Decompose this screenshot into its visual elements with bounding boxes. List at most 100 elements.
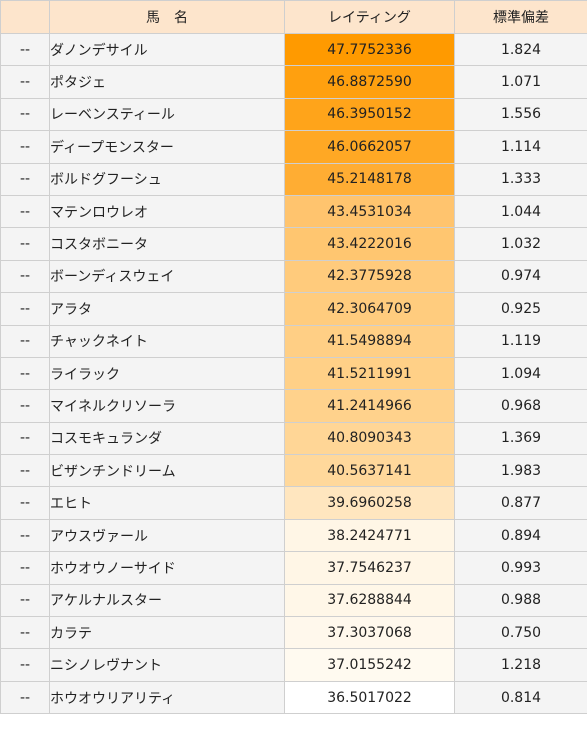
mark-cell: -- — [0, 32, 50, 67]
rating-cell: 43.4531034 — [284, 194, 455, 229]
mark-cell: -- — [0, 227, 50, 261]
mark-cell: -- — [0, 130, 50, 164]
mark-cell: -- — [0, 680, 50, 715]
rating-cell: 40.8090343 — [284, 421, 455, 456]
standard-deviation-cell: 0.814 — [454, 680, 587, 715]
mark-cell: -- — [0, 583, 50, 618]
mark-cell: -- — [0, 454, 50, 488]
mark-cell: -- — [0, 324, 50, 358]
horse-name-cell[interactable]: エヒト — [49, 486, 285, 520]
horse-name-cell[interactable]: ボーンディスウェイ — [49, 259, 285, 294]
standard-deviation-cell: 1.983 — [454, 454, 587, 488]
horse-name-cell[interactable]: アウスヴァール — [49, 518, 285, 553]
horse-name-cell[interactable]: ホウオウリアリティ — [49, 680, 285, 715]
table-row: -- ディープモンスター 46.0662057 1.114 — [0, 130, 587, 164]
table-body: -- ダノンデサイル 47.7752336 1.824 -- ポタジェ 46.8872590… — [0, 32, 587, 715]
horse-name-cell[interactable]: レーベンスティール — [49, 97, 285, 132]
table-row: -- マイネルクリソーラ 41.2414966 0.968 — [0, 389, 587, 423]
table-row: -- ポタジェ 46.8872590 1.071 — [0, 65, 587, 99]
table-row: -- ボーンディスウェイ 42.3775928 0.974 — [0, 259, 587, 294]
horse-name-cell[interactable]: ビザンチンドリーム — [49, 454, 285, 488]
mark-cell: -- — [0, 486, 50, 520]
standard-deviation-cell: 1.824 — [454, 32, 587, 67]
horse-name-cell[interactable]: ホウオウノーサイド — [49, 551, 285, 585]
rating-cell: 37.6288844 — [284, 583, 455, 618]
table-row: -- アケルナルスター 37.6288844 0.988 — [0, 583, 587, 618]
rating-cell: 45.2148178 — [284, 162, 455, 196]
table-row: -- ボルドグフーシュ 45.2148178 1.333 — [0, 162, 587, 196]
header-horse-name[interactable]: 馬 名 — [49, 0, 285, 34]
table-row: -- アウスヴァール 38.2424771 0.894 — [0, 518, 587, 553]
rating-cell: 37.0155242 — [284, 648, 455, 682]
horse-name-cell[interactable]: コスモキュランダ — [49, 421, 285, 456]
header-rating[interactable]: レイティング — [284, 0, 455, 34]
horse-name-cell[interactable]: ディープモンスター — [49, 130, 285, 164]
standard-deviation-cell: 1.333 — [454, 162, 587, 196]
mark-cell: -- — [0, 389, 50, 423]
mark-cell: -- — [0, 194, 50, 229]
horse-name-cell[interactable]: コスタボニータ — [49, 227, 285, 261]
standard-deviation-cell: 0.993 — [454, 551, 587, 585]
header-mark — [0, 0, 50, 34]
standard-deviation-cell: 1.119 — [454, 324, 587, 358]
mark-cell: -- — [0, 162, 50, 196]
rating-cell: 46.8872590 — [284, 65, 455, 99]
rating-cell: 37.3037068 — [284, 616, 455, 650]
table-row: -- エヒト 39.6960258 0.877 — [0, 486, 587, 520]
rating-cell: 46.3950152 — [284, 97, 455, 132]
table-row: -- ビザンチンドリーム 40.5637141 1.983 — [0, 454, 587, 488]
horse-name-cell[interactable]: ライラック — [49, 356, 285, 391]
mark-cell: -- — [0, 551, 50, 585]
rating-cell: 40.5637141 — [284, 454, 455, 488]
standard-deviation-cell: 1.114 — [454, 130, 587, 164]
horse-name-cell[interactable]: アラタ — [49, 292, 285, 326]
rating-cell: 41.2414966 — [284, 389, 455, 423]
table-row: -- ライラック 41.5211991 1.094 — [0, 356, 587, 391]
mark-cell: -- — [0, 616, 50, 650]
standard-deviation-cell: 1.369 — [454, 421, 587, 456]
standard-deviation-cell: 1.071 — [454, 65, 587, 99]
horse-name-cell[interactable]: ダノンデサイル — [49, 32, 285, 67]
standard-deviation-cell: 0.968 — [454, 389, 587, 423]
mark-cell: -- — [0, 518, 50, 553]
rating-cell: 37.7546237 — [284, 551, 455, 585]
standard-deviation-cell: 1.044 — [454, 194, 587, 229]
table-row: -- アラタ 42.3064709 0.925 — [0, 292, 587, 326]
rating-cell: 42.3064709 — [284, 292, 455, 326]
mark-cell: -- — [0, 648, 50, 682]
horse-name-cell[interactable]: ニシノレヴナント — [49, 648, 285, 682]
horse-name-cell[interactable]: アケルナルスター — [49, 583, 285, 618]
mark-cell: -- — [0, 292, 50, 326]
table-row: -- コスモキュランダ 40.8090343 1.369 — [0, 421, 587, 456]
mark-cell: -- — [0, 97, 50, 132]
horse-name-cell[interactable]: ポタジェ — [49, 65, 285, 99]
rating-cell: 38.2424771 — [284, 518, 455, 553]
standard-deviation-cell: 1.556 — [454, 97, 587, 132]
standard-deviation-cell: 0.974 — [454, 259, 587, 294]
horse-name-cell[interactable]: ボルドグフーシュ — [49, 162, 285, 196]
rating-cell: 47.7752336 — [284, 32, 455, 67]
horse-name-cell[interactable]: カラテ — [49, 616, 285, 650]
standard-deviation-cell: 0.877 — [454, 486, 587, 520]
mark-cell: -- — [0, 421, 50, 456]
standard-deviation-cell: 0.988 — [454, 583, 587, 618]
standard-deviation-cell: 1.094 — [454, 356, 587, 391]
table-row: -- ダノンデサイル 47.7752336 1.824 — [0, 32, 587, 67]
header-standard-deviation[interactable]: 標準偏差 — [454, 0, 587, 34]
rating-cell: 41.5211991 — [284, 356, 455, 391]
header-row: 馬 名 レイティング 標準偏差 — [0, 0, 587, 34]
table-row: -- レーベンスティール 46.3950152 1.556 — [0, 97, 587, 132]
standard-deviation-cell: 1.218 — [454, 648, 587, 682]
standard-deviation-cell: 0.894 — [454, 518, 587, 553]
standard-deviation-cell: 0.750 — [454, 616, 587, 650]
mark-cell: -- — [0, 356, 50, 391]
horse-name-cell[interactable]: マテンロウレオ — [49, 194, 285, 229]
table-row: -- ホウオウノーサイド 37.7546237 0.993 — [0, 551, 587, 585]
rating-cell: 41.5498894 — [284, 324, 455, 358]
standard-deviation-cell: 1.032 — [454, 227, 587, 261]
horse-name-cell[interactable]: マイネルクリソーラ — [49, 389, 285, 423]
horse-name-cell[interactable]: チャックネイト — [49, 324, 285, 358]
mark-cell: -- — [0, 259, 50, 294]
rating-cell: 36.5017022 — [284, 680, 455, 715]
table-row: -- チャックネイト 41.5498894 1.119 — [0, 324, 587, 358]
